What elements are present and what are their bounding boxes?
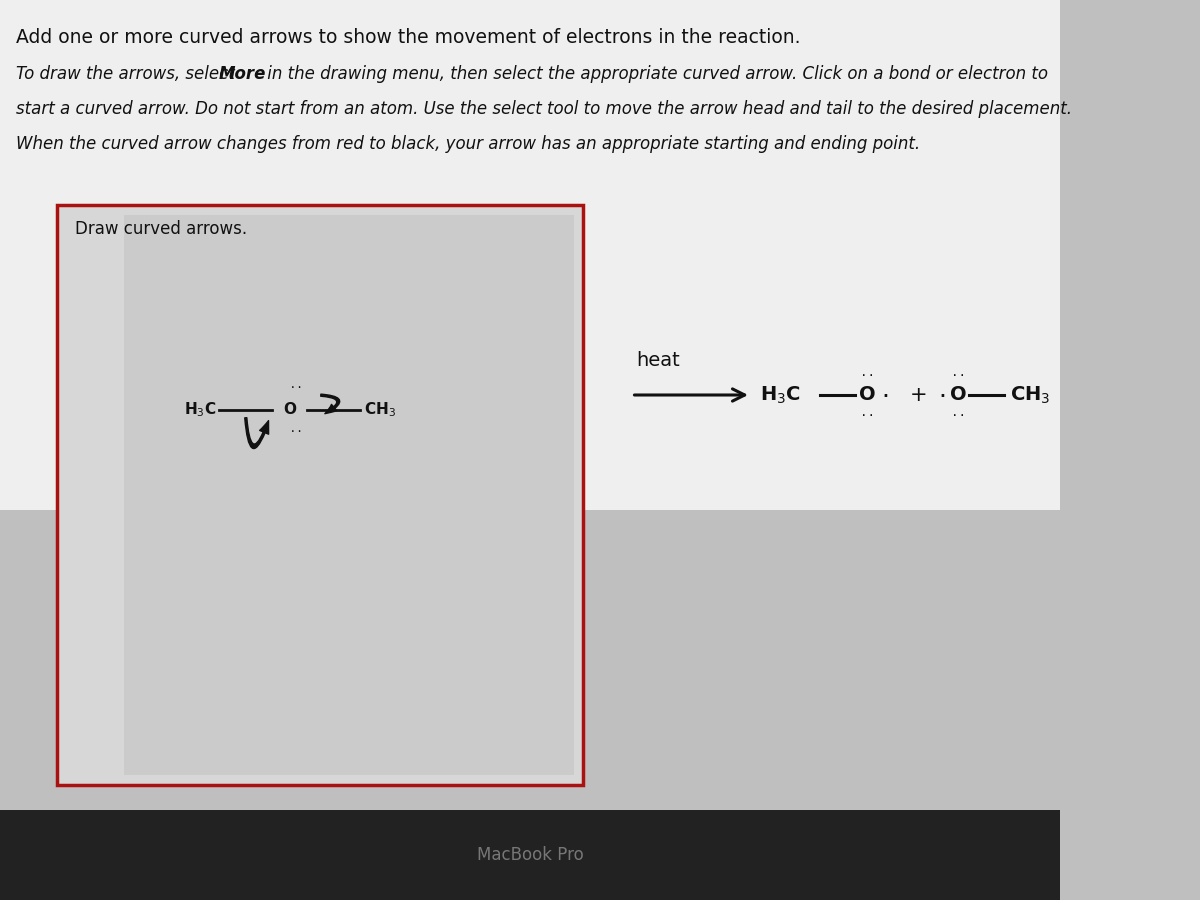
Text: ··: ·· <box>276 383 304 393</box>
Text: ··: ·· <box>950 368 966 382</box>
Text: When the curved arrow changes from red to black, your arrow has an appropriate s: When the curved arrow changes from red t… <box>16 135 920 153</box>
Text: To draw the arrows, select: To draw the arrows, select <box>16 65 240 83</box>
Text: CH$_3$: CH$_3$ <box>364 400 396 419</box>
Text: H$_3$C: H$_3$C <box>760 384 800 406</box>
Text: +: + <box>910 385 928 405</box>
Text: CH$_3$: CH$_3$ <box>1009 384 1050 406</box>
FancyArrowPatch shape <box>245 418 269 448</box>
Text: heat: heat <box>636 351 679 370</box>
Text: More: More <box>220 65 266 83</box>
Text: ··: ·· <box>860 368 875 382</box>
Text: ·: · <box>882 385 889 409</box>
Text: start a curved arrow. Do not start from an atom. Use the select tool to move the: start a curved arrow. Do not start from … <box>16 100 1072 118</box>
Text: MacBook Pro: MacBook Pro <box>476 846 583 864</box>
FancyArrowPatch shape <box>320 394 340 414</box>
FancyBboxPatch shape <box>0 0 1060 510</box>
Text: ··: ·· <box>276 427 304 437</box>
Text: ··: ·· <box>860 409 875 421</box>
FancyBboxPatch shape <box>0 810 1060 900</box>
Text: O: O <box>950 385 967 404</box>
Text: in the drawing menu, then select the appropriate curved arrow. Click on a bond o: in the drawing menu, then select the app… <box>263 65 1049 83</box>
Text: ·: · <box>938 385 946 409</box>
FancyBboxPatch shape <box>58 205 583 785</box>
Text: Add one or more curved arrows to show the movement of electrons in the reaction.: Add one or more curved arrows to show th… <box>16 28 800 47</box>
Text: ··: ·· <box>950 409 966 421</box>
FancyBboxPatch shape <box>124 215 574 775</box>
Text: Draw curved arrows.: Draw curved arrows. <box>76 220 247 238</box>
Text: O: O <box>283 402 296 418</box>
Text: O: O <box>859 385 876 404</box>
Text: H$_3$C: H$_3$C <box>184 400 216 419</box>
